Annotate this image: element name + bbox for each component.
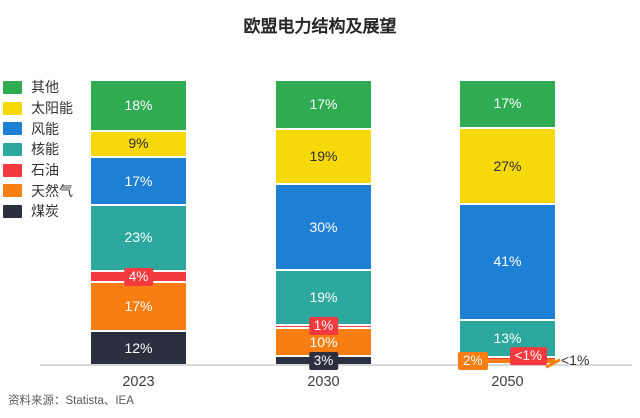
segment-label-pill-oil: 4% [123,267,154,286]
legend-label-gas: 天然气 [31,182,73,199]
bar-segment-other [460,81,555,127]
bar-segment-wind [276,184,371,269]
legend: 其他太阳能风能核能石油天然气煤炭 [3,77,73,222]
legend-label-coal: 煤炭 [31,203,59,220]
segment-label-pill-gas: 2% [458,351,488,370]
bar-segment-gas [460,358,555,363]
bar-segment-nuclear [276,271,371,324]
legend-label-oil: 石油 [31,162,59,179]
legend-item-oil: 石油 [3,160,73,181]
bar-segment-gas [91,283,186,330]
x-tick-label-2023: 2023 [122,374,155,390]
outside-annotation-coal: <1% [561,352,590,368]
source-note: 资料来源：Statista、IEA [8,395,134,407]
legend-label-nuclear: 核能 [31,141,59,158]
bar-2050: 17% 27% 41% 13% <1% 2% <1% [458,80,589,370]
legend-label-other: 其他 [31,79,59,96]
legend-item-solar: 太阳能 [3,98,73,119]
bar-2030: 17% 19% 30% 19% 1% 10% 3% [276,80,371,370]
chart-title: 欧盟电力结构及展望 [243,17,397,36]
segment-label-pill-coal: 3% [308,351,339,370]
legend-swatch-wind [3,122,22,136]
legend-label-solar: 太阳能 [31,100,73,117]
bar-segment-coal [91,331,186,364]
bar-segment-solar [460,128,555,204]
bar-segment-other [91,81,186,131]
legend-swatch-other [3,80,22,94]
legend-item-nuclear: 核能 [3,139,73,160]
legend-item-gas: 天然气 [3,180,73,201]
legend-item-wind: 风能 [3,118,73,139]
bar-segment-oil [460,357,555,359]
bar-segment-nuclear [91,206,186,270]
segment-label-pill-oil: <1% [509,347,547,366]
legend-swatch-oil [3,163,22,177]
x-tick-label-2050: 2050 [491,374,524,390]
bar-segment-wind [460,205,555,319]
bar-segment-other [276,81,371,128]
x-tick-label-2030: 2030 [307,374,340,390]
legend-label-wind: 风能 [31,120,59,137]
legend-swatch-coal [3,204,22,218]
segment-label-pill-oil: 1% [308,317,339,336]
legend-item-other: 其他 [3,77,73,98]
legend-item-coal: 煤炭 [3,201,73,222]
bar-segment-solar [276,129,371,183]
legend-swatch-nuclear [3,142,22,156]
bar-2023: 18% 9% 17% 23% 4% 17% 12% [91,80,186,365]
legend-swatch-gas [3,184,22,198]
bar-segment-wind [91,157,186,205]
bar-segment-solar [91,132,186,156]
legend-swatch-solar [3,101,22,115]
